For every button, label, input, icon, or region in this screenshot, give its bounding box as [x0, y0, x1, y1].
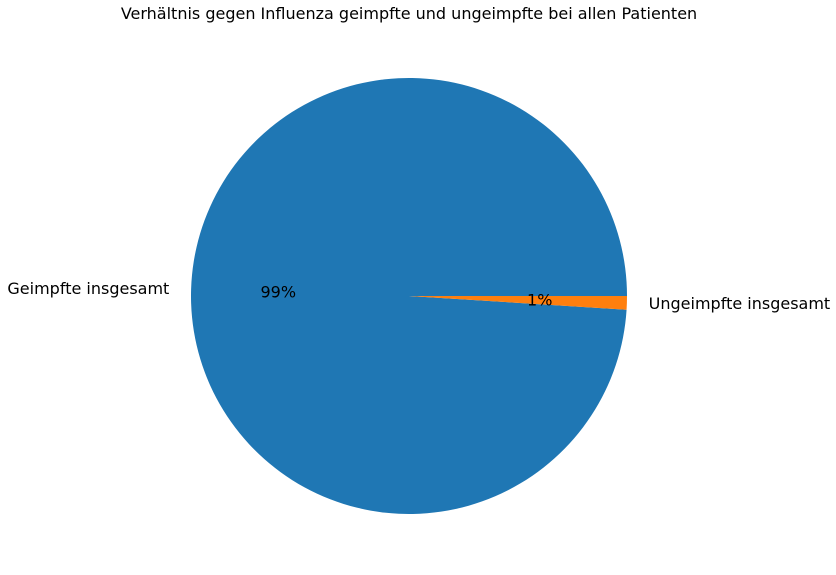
pie-slices: [190, 78, 627, 515]
pie-slice-0: [190, 78, 627, 515]
pie-slice-1: [409, 296, 627, 310]
slice-percent-1: 1%: [527, 291, 552, 310]
slice-label-1: Ungeimpfte insgesamt: [649, 294, 831, 313]
slice-label-0: Geimpfte insgesamt: [7, 279, 169, 298]
slice-percent-0: 99%: [260, 282, 296, 301]
pie-labels: Geimpfte insgesamt 99% Ungeimpfte insgesam…: [7, 279, 830, 313]
chart-title: Verhältnis gegen Influenza geimpfte und …: [121, 4, 697, 23]
